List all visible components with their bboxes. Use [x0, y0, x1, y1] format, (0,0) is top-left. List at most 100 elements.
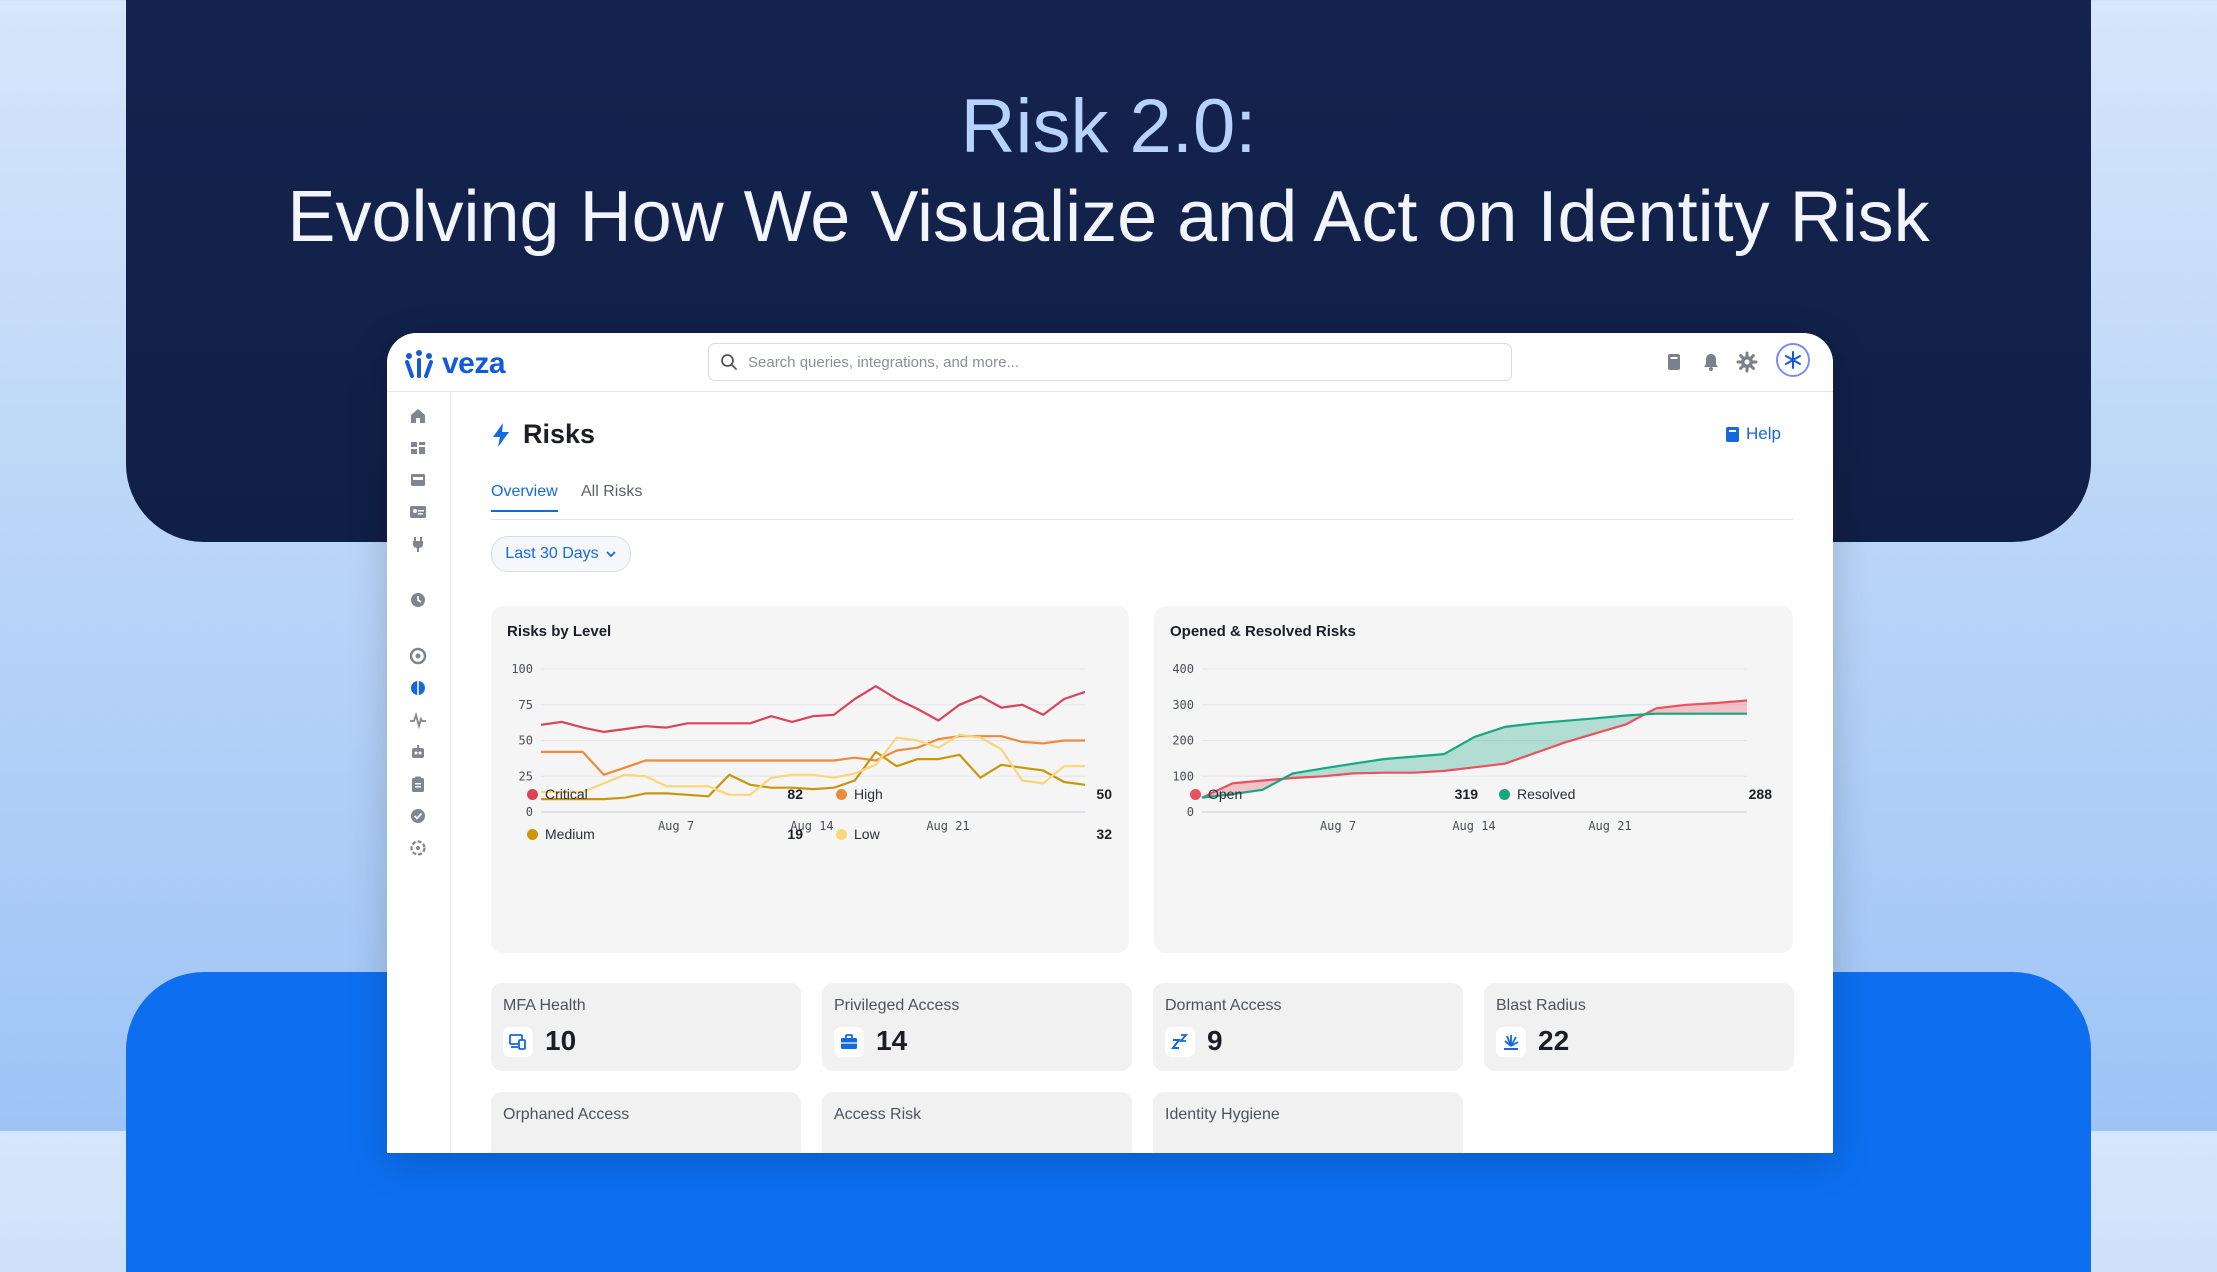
avatar-logo-icon: [1785, 351, 1801, 369]
legend-critical: Critical: [527, 786, 588, 802]
activity-icon[interactable]: [408, 710, 428, 730]
legend-label: Open: [1208, 786, 1243, 802]
y-tick-label: 100: [1172, 769, 1194, 783]
tab-all-risks[interactable]: All Risks: [581, 483, 643, 500]
metric-blast-radius[interactable]: Blast Radius 22: [1484, 983, 1794, 1071]
legend-dot: [836, 788, 847, 800]
briefcase-icon: [834, 1027, 864, 1057]
veza-logo[interactable]: veza: [404, 347, 506, 381]
area-fill-segment: [1686, 702, 1717, 714]
legend-low: Low: [836, 826, 880, 842]
page-title: Risks: [491, 419, 595, 450]
book-icon[interactable]: [1663, 351, 1685, 373]
metric-value: 9: [1207, 1025, 1223, 1056]
chevron-down-icon: [606, 551, 616, 558]
y-tick-label: 0: [1187, 805, 1194, 819]
search-bar[interactable]: [708, 343, 1512, 381]
explosion-icon: [1496, 1027, 1526, 1057]
metric-privileged-access[interactable]: Privileged Access 14: [822, 983, 1132, 1071]
sidebar: [387, 392, 451, 1153]
y-tick-label: 0: [526, 805, 533, 819]
y-tick-label: 50: [519, 734, 533, 748]
metric-mfa-health[interactable]: MFA Health 10: [491, 983, 801, 1071]
sleep-icon: [1165, 1027, 1195, 1057]
legend-dot: [836, 828, 847, 840]
metric-value: 22: [1538, 1025, 1570, 1056]
series-line-high: [541, 735, 1085, 776]
top-bar: veza: [387, 333, 1833, 392]
metric-dormant-access[interactable]: Dormant Access 9: [1153, 983, 1463, 1071]
y-tick-label: 100: [511, 662, 533, 676]
id-card-icon[interactable]: [408, 502, 428, 522]
home-icon[interactable]: [408, 406, 428, 426]
legend-dot: [1190, 788, 1201, 800]
opened-resolved-chart: 0 100 200 300 400 Aug 7 Aug 14 Aug 21: [1172, 662, 1748, 833]
x-tick-label: Aug 21: [926, 819, 969, 833]
area-fill-segment: [1716, 700, 1747, 714]
metric-label: Identity Hygiene: [1165, 1106, 1280, 1123]
legend-value: 288: [1748, 786, 1772, 802]
series-line-medium: [541, 750, 1086, 801]
hero-subtitle: Evolving How We Visualize and Act on Ide…: [287, 177, 1930, 257]
aperture-icon[interactable]: [408, 646, 428, 666]
plug-icon[interactable]: [408, 534, 428, 554]
help-label: Help: [1746, 424, 1781, 443]
y-tick-label: 300: [1172, 698, 1194, 712]
area-fill-segment: [1535, 720, 1566, 754]
metric-label: Blast Radius: [1496, 997, 1586, 1014]
legend-dot: [1499, 788, 1510, 800]
clock-icon[interactable]: [408, 590, 428, 610]
date-range-dropdown[interactable]: Last 30 Days: [491, 536, 631, 572]
metric-label: Dormant Access: [1165, 997, 1282, 1014]
legend-resolved: Resolved: [1499, 786, 1575, 802]
verified-icon[interactable]: [408, 806, 428, 826]
metric-access-risk[interactable]: Access Risk: [822, 1092, 1132, 1153]
tab-overview[interactable]: Overview: [491, 483, 558, 512]
legend-value: 82: [787, 786, 803, 802]
inbox-icon[interactable]: [408, 470, 428, 490]
help-link[interactable]: Help: [1725, 424, 1781, 444]
legend-label: Low: [854, 826, 880, 842]
metric-identity-hygiene[interactable]: Identity Hygiene: [1153, 1092, 1463, 1153]
dashboard-icon[interactable]: [408, 438, 428, 458]
area-fill-segment: [1444, 736, 1475, 771]
x-tick-label: Aug 7: [658, 819, 694, 833]
gear-icon[interactable]: [1736, 351, 1758, 373]
legend-dot: [527, 828, 538, 840]
brain-icon[interactable]: [408, 678, 428, 698]
area-fill-segment: [1383, 756, 1414, 773]
robot-icon[interactable]: [408, 742, 428, 762]
metric-label: MFA Health: [503, 997, 586, 1014]
y-tick-label: 200: [1172, 734, 1194, 748]
chart-title: Risks by Level: [507, 623, 612, 640]
brand-name: veza: [442, 347, 506, 380]
clipboard-icon[interactable]: [408, 774, 428, 794]
x-tick-label: Aug 14: [790, 819, 833, 833]
book-icon: [1726, 426, 1739, 442]
area-fill-segment: [1656, 704, 1687, 714]
legend-label: Critical: [545, 786, 588, 802]
legend-label: Resolved: [1517, 786, 1576, 802]
x-tick-label: Aug 21: [1588, 819, 1631, 833]
area-fill-segment: [1474, 726, 1505, 768]
search-icon: [721, 354, 737, 370]
metric-orphaned-access[interactable]: Orphaned Access: [491, 1092, 801, 1153]
risks-by-level-chart: 0 25 50 75 100 Aug 7 Aug 14 Aug 21: [511, 662, 1086, 833]
app-window: veza: [387, 333, 1833, 1153]
user-avatar[interactable]: [1776, 343, 1810, 377]
y-tick-label: 400: [1172, 662, 1194, 676]
legend-label: Medium: [545, 826, 595, 842]
legend-value: 19: [787, 826, 803, 842]
search-input[interactable]: [746, 352, 1490, 372]
bell-icon[interactable]: [1700, 351, 1722, 373]
page-title-text: Risks: [523, 419, 596, 449]
tab-bar: Overview All Risks: [491, 483, 1793, 520]
legend-value: 32: [1096, 826, 1112, 842]
date-range-label: Last 30 Days: [505, 545, 599, 562]
y-tick-label: 75: [519, 698, 533, 712]
legend-value: 50: [1096, 786, 1112, 802]
series-line-critical: [540, 685, 1086, 734]
x-tick-label: Aug 14: [1452, 819, 1495, 833]
shutter-icon[interactable]: [408, 838, 428, 858]
hero-title: Risk 2.0:: [960, 84, 1257, 169]
